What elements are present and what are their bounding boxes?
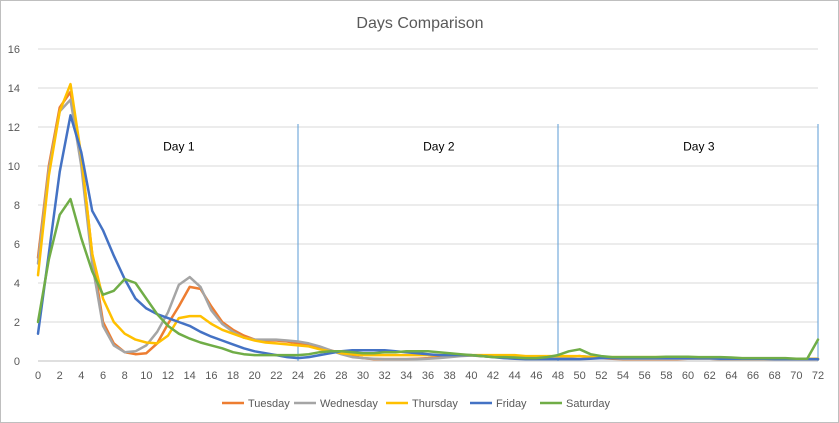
x-tick-label: 10 <box>140 370 152 382</box>
day-annotation: Day 3 <box>683 140 715 154</box>
x-tick-label: 66 <box>747 370 759 382</box>
x-tick-label: 72 <box>812 370 824 382</box>
x-tick-label: 44 <box>509 370 521 382</box>
y-axis-ticks: 0 2 4 6 8 10 12 14 16 <box>8 44 20 368</box>
x-tick-label: 48 <box>552 370 564 382</box>
x-tick-label: 28 <box>335 370 347 382</box>
x-tick-label: 70 <box>790 370 802 382</box>
x-tick-label: 20 <box>249 370 261 382</box>
x-tick-label: 40 <box>465 370 477 382</box>
x-tick-label: 34 <box>400 370 412 382</box>
x-tick-label: 14 <box>184 370 196 382</box>
x-tick-label: 12 <box>162 370 174 382</box>
y-tick-label: 4 <box>14 278 20 290</box>
x-axis-ticks: 0 2 4 6 8 10 12 14 16 18 20 22 24 26 28 30 32 34 36 38 40 42 4… <box>35 370 824 382</box>
day-annotations: Day 1 Day 2 Day 3 <box>163 140 715 154</box>
x-tick-label: 4 <box>78 370 84 382</box>
x-tick-label: 42 <box>487 370 499 382</box>
x-tick-label: 32 <box>379 370 391 382</box>
x-tick-label: 50 <box>574 370 586 382</box>
x-tick-label: 38 <box>444 370 456 382</box>
x-tick-label: 0 <box>35 370 41 382</box>
legend-label-saturday: Saturday <box>566 398 611 410</box>
series-line-tuesday <box>36 90 820 361</box>
y-tick-label: 0 <box>14 356 20 368</box>
x-tick-label: 6 <box>100 370 106 382</box>
y-tick-label: 16 <box>8 44 20 56</box>
x-tick-label: 2 <box>57 370 63 382</box>
legend-label-wednesday: Wednesday <box>320 398 378 410</box>
x-tick-label: 52 <box>595 370 607 382</box>
y-tick-label: 8 <box>14 200 20 212</box>
day-annotation: Day 1 <box>163 140 195 154</box>
y-tick-label: 14 <box>8 83 20 95</box>
x-tick-label: 16 <box>205 370 217 382</box>
x-tick-label: 58 <box>660 370 672 382</box>
y-tick-label: 2 <box>14 317 20 329</box>
x-tick-label: 60 <box>682 370 694 382</box>
chart-title: Days Comparison <box>356 15 483 32</box>
y-tick-label: 6 <box>14 239 20 251</box>
series-line-saturday <box>36 197 820 360</box>
x-tick-label: 8 <box>122 370 128 382</box>
legend-label-thursday: Thursday <box>412 398 458 410</box>
x-tick-label: 30 <box>357 370 369 382</box>
x-tick-label: 64 <box>725 370 737 382</box>
x-tick-label: 18 <box>227 370 239 382</box>
day-divider-lines <box>297 124 819 361</box>
x-tick-label: 68 <box>769 370 781 382</box>
legend-label-friday: Friday <box>496 398 527 410</box>
legend: Tuesday Wednesday Thursday Friday Saturday <box>222 398 611 410</box>
x-tick-label: 22 <box>270 370 282 382</box>
x-tick-label: 62 <box>704 370 716 382</box>
x-tick-label: 24 <box>292 370 304 382</box>
x-tick-label: 36 <box>422 370 434 382</box>
x-tick-label: 46 <box>530 370 542 382</box>
x-tick-label: 26 <box>314 370 326 382</box>
x-tick-label: 54 <box>617 370 629 382</box>
x-tick-label: 56 <box>639 370 651 382</box>
series-line-thursday <box>36 82 820 360</box>
series-line-friday <box>36 114 820 361</box>
y-tick-label: 12 <box>8 122 20 134</box>
day-annotation: Day 2 <box>423 140 455 154</box>
legend-label-tuesday: Tuesday <box>248 398 290 410</box>
y-tick-label: 10 <box>8 161 20 173</box>
series-lines <box>36 82 820 361</box>
